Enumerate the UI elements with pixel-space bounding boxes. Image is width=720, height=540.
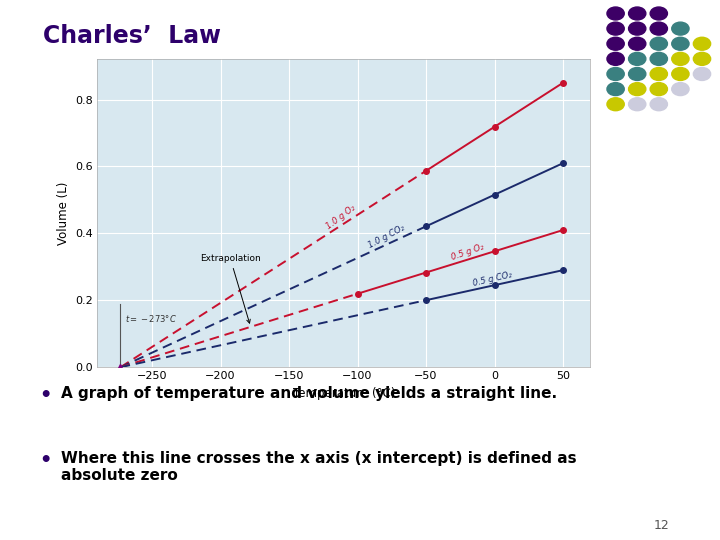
Text: 12: 12 (654, 519, 670, 532)
X-axis label: Temperature (°C): Temperature (°C) (292, 387, 395, 400)
Text: Where this line crosses the x axis (x intercept) is defined as
absolute zero: Where this line crosses the x axis (x in… (61, 451, 577, 483)
Text: Extrapolation: Extrapolation (200, 254, 261, 323)
Text: •: • (40, 451, 52, 470)
Text: $t = -273°C$: $t = -273°C$ (125, 313, 176, 323)
Text: 1.0 g CO₂: 1.0 g CO₂ (367, 223, 406, 250)
Text: 1.0 g O₂: 1.0 g O₂ (325, 203, 357, 231)
Text: A graph of temperature and volume yields a straight line.: A graph of temperature and volume yields… (61, 386, 557, 401)
Y-axis label: Volume (L): Volume (L) (57, 181, 70, 245)
Text: •: • (40, 386, 52, 405)
Text: 0.5 g CO₂: 0.5 g CO₂ (472, 271, 513, 288)
Text: Charles’  Law: Charles’ Law (43, 24, 221, 48)
Text: 0.5 g O₂: 0.5 g O₂ (451, 243, 485, 262)
